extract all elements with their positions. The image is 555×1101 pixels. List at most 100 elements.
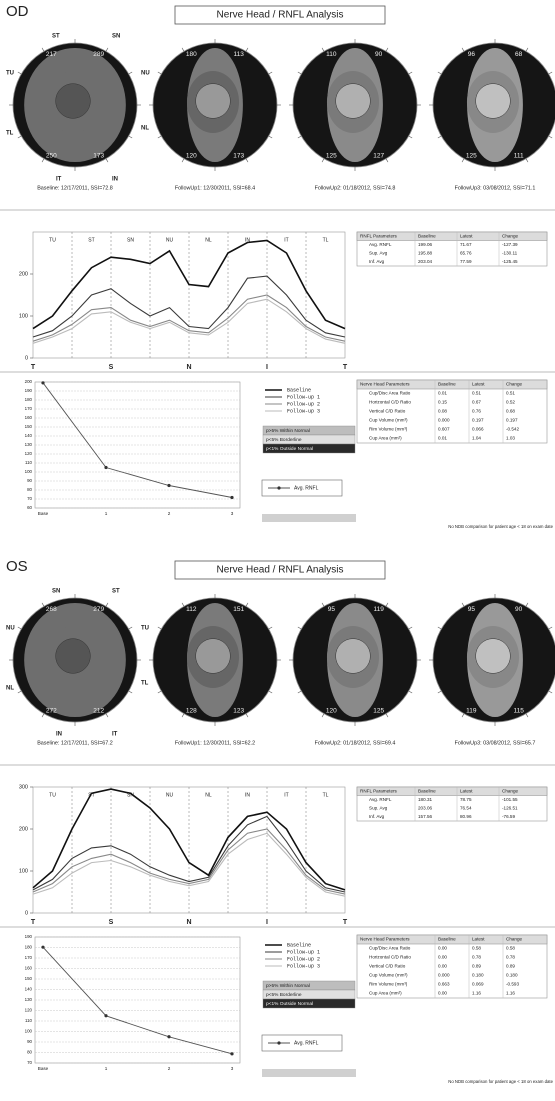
direction-label: TL [6,131,14,137]
map-number: 125 [466,152,477,159]
y-tick-label: 170 [25,406,33,411]
map-clock-tick [386,48,388,51]
table-cell: 0.01 [438,391,447,396]
table-cell: 0.01 [438,436,447,441]
y-tick-label: 190 [25,934,33,939]
table-cell: 0.069 [472,982,484,987]
map-clock-tick [438,72,441,74]
table-cell: Rim Volume (mm³) [369,982,408,987]
table-header: Nerve Head Parameters [360,382,410,387]
table-cell: 0.197 [506,418,518,423]
status-label: p<1% Outside Normal [266,446,313,452]
table-header: Baseline [438,937,456,942]
map-number: 90 [515,606,523,613]
map-number: 119 [466,707,477,714]
y-tick-label: 100 [25,469,33,474]
table-cell: -101.55 [502,797,518,802]
table-cell: 1.03 [506,436,515,441]
y-tick-label: 170 [25,955,33,960]
table-cell: Inf. Avg [369,259,385,264]
map-clock-tick [298,136,301,138]
direction-label: IN [112,177,118,183]
x-tick-label: 2 [168,1066,171,1071]
map-clock-tick [549,627,552,629]
legend-label: Follow-up 2 [287,401,320,407]
map-caption: FollowUp2: 01/18/2012, SSI=69.4 [315,740,396,746]
table-cell: 65.76 [460,250,472,255]
status-label: p>5% Within Normal [266,428,310,434]
y-tick-label: 100 [25,1029,33,1034]
map-clock-tick [269,72,272,74]
status-label: p<5% Borderline [266,437,302,443]
map-clock-tick [322,48,324,51]
table-header: RNFL Parameters [360,233,398,238]
map-clock-tick [462,603,464,606]
table-cell: 1.04 [472,436,481,441]
x-tick-label: N [186,919,191,926]
footnote: No NDB comparison for patient age < 18 o… [448,1079,553,1084]
table-cell: Avg. RNFL [369,242,392,247]
x-tick-label: S [109,919,114,926]
map-number: 180 [186,51,197,58]
map-number: 95 [468,606,476,613]
table-cell: Sup. Avg [369,250,388,255]
y-tick-label: 200 [19,271,28,277]
map-clock-tick [409,72,412,74]
table-cell: Cup/Disc Area Ratio [369,391,411,396]
y-tick-label: 140 [25,987,33,992]
y-tick-label: 70 [27,496,32,501]
direction-label: ST [52,34,60,40]
map-caption: Baseline: 12/17/2011, SSI=72.8 [37,185,113,191]
y-tick-label: 200 [19,826,28,832]
map-clock-tick [526,48,528,51]
map-clock-tick [106,159,108,162]
map-clock-tick [42,48,44,51]
sector-label: TL [323,237,329,243]
y-tick-label: 160 [25,966,33,971]
x-tick-label: T [31,919,36,926]
direction-label: NU [141,71,150,77]
table-cell: 0.78 [506,955,515,960]
table-header: Baseline [418,233,436,238]
section-title: Nerve Head / RNFL Analysis [217,10,344,21]
table-cell: 0.180 [472,973,484,978]
legend-label: Follow-up 2 [287,956,320,962]
report: ODNerve Head / RNFL Analysis217289250173… [0,0,555,1101]
map-clock-tick [269,691,272,693]
table-cell: 203.04 [418,259,432,264]
table-cell: 0.51 [472,391,481,396]
map-cup [196,84,231,119]
table-header: Latest [460,233,473,238]
section-title: Nerve Head / RNFL Analysis [217,565,344,576]
map-clock-tick [526,714,528,717]
y-tick-label: 0 [25,910,28,916]
table-cell: 0.78 [472,955,481,960]
table-header: Latest [472,937,485,942]
map-clock-tick [549,691,552,693]
map-clock-tick [42,714,44,717]
map-clock-tick [158,72,161,74]
map-clock-tick [409,627,412,629]
map-clock-tick [409,691,412,693]
table-header: Nerve Head Parameters [360,937,410,942]
progress-bar [262,1069,356,1077]
sector-label: NU [166,237,174,243]
map-clock-tick [462,159,464,162]
legend-marker [277,1041,280,1044]
table-cell: Sup. Avg [369,805,388,810]
table-cell: Horizontal C/D Ratio [369,400,411,405]
table-cell: 0.76 [472,409,481,414]
direction-label: TU [141,626,149,632]
map-clock-tick [129,72,132,74]
x-tick-label: 2 [168,511,171,516]
y-tick-label: 100 [19,868,28,874]
table-cell: 0.89 [472,964,481,969]
y-tick-label: 130 [25,442,33,447]
direction-label: NL [6,686,14,692]
sector-label: IT [284,792,288,798]
table-cell: 78.75 [460,797,472,802]
table-cell: 0.066 [472,427,484,432]
map-clock-tick [18,691,21,693]
y-tick-label: 110 [25,1018,33,1023]
table-header: Change [502,233,519,238]
